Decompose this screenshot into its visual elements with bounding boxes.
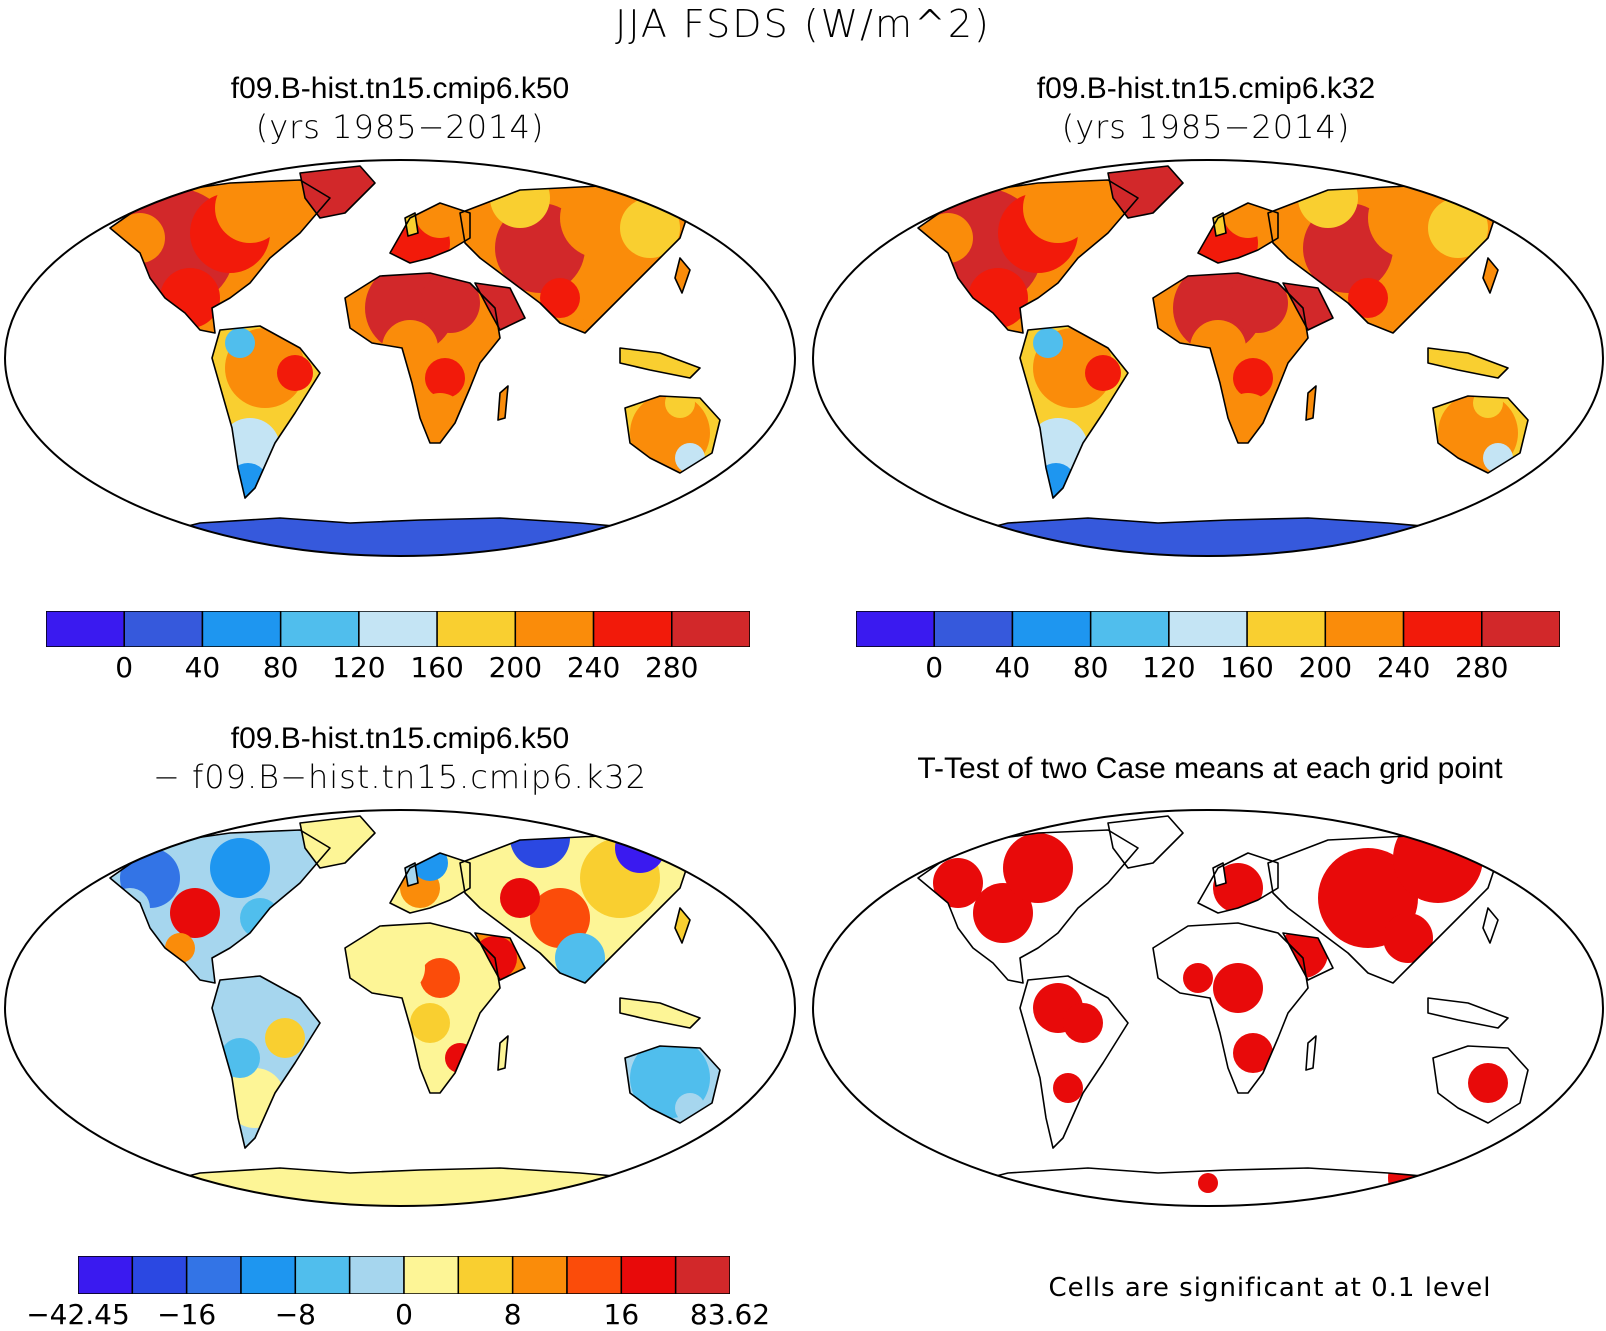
land-madagascar — [1306, 386, 1316, 420]
colorbar-swatch — [294, 1255, 351, 1295]
map-k50 — [4, 159, 796, 557]
colorbar-swatch — [436, 610, 517, 648]
colorbar-swatch — [933, 610, 1014, 648]
colorbar-tick-label: 280 — [1455, 651, 1509, 684]
colorbar-swatches — [45, 610, 751, 648]
colorbar-swatch — [358, 610, 438, 648]
colorbar-swatch — [1402, 610, 1483, 648]
colorbar-tick-label: 80 — [262, 651, 299, 684]
colorbar-swatch — [185, 1255, 242, 1295]
colorbar-swatch — [348, 1255, 405, 1295]
colorbar-tick-label: 160 — [410, 651, 464, 684]
significance-note: Cells are significant at 0.1 level — [1048, 1273, 1492, 1303]
panel-title-k50: f09.B-hist.tn15.cmip6.k50 (yrs 1985−2014… — [10, 72, 790, 144]
colorbar-difference: −42.45 −16 −8 0 8 16 83.62 — [26, 1255, 770, 1331]
colorbar-swatch — [240, 1255, 297, 1295]
colorbar-swatch — [566, 1255, 623, 1295]
colorbar-swatch — [201, 610, 282, 648]
colorbar-tick-label: 280 — [645, 651, 699, 684]
land-madagascar — [1306, 1036, 1316, 1070]
colorbar-swatch — [131, 1255, 188, 1295]
colorbar-swatch — [514, 610, 595, 648]
colorbar-k32: 0 40 80 120 160 200 240 280 — [855, 610, 1561, 684]
colorbar-swatch — [511, 1255, 568, 1295]
colorbar-tick-label: 8 — [503, 1298, 522, 1331]
colorbar-swatch — [1246, 610, 1327, 648]
land-australia — [625, 396, 720, 473]
colorbar-swatch — [855, 610, 935, 648]
colorbar-tick-label: 120 — [1142, 651, 1196, 684]
figure-title: JJA FSDS (W/m^2) — [615, 2, 991, 46]
colorbar-swatch — [1011, 610, 1092, 648]
colorbar-swatch — [1168, 610, 1248, 648]
colorbar-tick-label: −16 — [157, 1298, 217, 1331]
colorbar-swatch — [1324, 610, 1405, 648]
colorbar-swatch — [671, 610, 751, 648]
colorbar-swatch — [77, 1255, 134, 1295]
panel-title-diff-line1: f09.B-hist.tn15.cmip6.k50 — [230, 722, 570, 755]
panel-title-diff-line2: − f09.B−hist.tn15.cmip6.k32 — [153, 758, 647, 796]
colorbar-swatch — [1481, 610, 1561, 648]
land-madagascar — [498, 386, 508, 420]
colorbar-swatch — [403, 1255, 460, 1295]
colorbar-swatch — [123, 610, 204, 648]
colorbar-tick-label: 120 — [332, 651, 386, 684]
colorbar-tick-label: 200 — [1298, 651, 1353, 684]
colorbar-tick-label: −8 — [274, 1298, 316, 1331]
panel-title-ttest: T-Test of two Case means at each grid po… — [820, 752, 1600, 786]
colorbar-swatches — [77, 1255, 731, 1295]
colorbar-swatch — [620, 1255, 677, 1295]
land-uk — [405, 213, 418, 236]
map-difference — [4, 809, 796, 1207]
colorbar-tick-label: 200 — [488, 651, 543, 684]
land-uk — [1213, 863, 1226, 886]
colorbar-swatch — [457, 1255, 514, 1295]
colorbar-swatch — [279, 610, 360, 648]
colorbar-swatch — [1089, 610, 1170, 648]
panel-title-k32-line1: f09.B-hist.tn15.cmip6.k32 — [1036, 72, 1376, 105]
colorbar-swatches — [855, 610, 1561, 648]
panel-title-diff: f09.B-hist.tn15.cmip6.k50 − f09.B−hist.t… — [10, 722, 790, 794]
panel-title-k50-line1: f09.B-hist.tn15.cmip6.k50 — [230, 72, 570, 105]
colorbar-tick-label: 240 — [1376, 651, 1431, 684]
colorbar-tick-label: 40 — [184, 651, 221, 684]
panel-title-k32-line2: (yrs 1985−2014) — [1061, 108, 1351, 146]
colorbar-swatch — [592, 610, 673, 648]
colorbar-swatch — [45, 610, 125, 648]
colorbar-tick-label: 0 — [395, 1298, 413, 1331]
map-ttest — [812, 809, 1604, 1207]
colorbar-tick-label: −42.45 — [26, 1298, 130, 1331]
land-uk — [405, 863, 418, 886]
colorbar-tick-label: 80 — [1072, 651, 1109, 684]
colorbar-k50: 0 40 80 120 160 200 240 280 — [45, 610, 751, 684]
map-k32 — [812, 159, 1604, 557]
land-madagascar — [498, 1036, 508, 1070]
panel-title-k32: f09.B-hist.tn15.cmip6.k32 (yrs 1985−2014… — [816, 72, 1596, 144]
colorbar-tick-label: 0 — [115, 651, 134, 684]
colorbar-tick-label: 160 — [1220, 651, 1274, 684]
colorbar-tick-label: 0 — [925, 651, 944, 684]
colorbar-tick-label: 83.62 — [689, 1298, 771, 1331]
panel-title-k50-line2: (yrs 1985−2014) — [255, 108, 545, 146]
colorbar-tick-label: 240 — [566, 651, 621, 684]
panel-title-ttest-line1: T-Test of two Case means at each grid po… — [917, 752, 1503, 785]
colorbar-tick-label: 16 — [603, 1298, 640, 1331]
colorbar-tick-label: 40 — [994, 651, 1031, 684]
land-uk — [1213, 213, 1226, 236]
colorbar-swatch — [674, 1255, 731, 1295]
